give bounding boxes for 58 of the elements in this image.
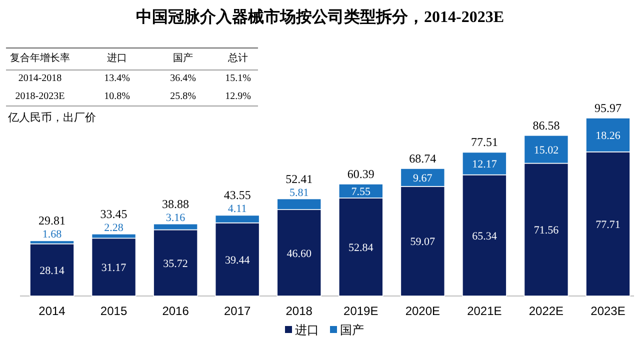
x-tick-label: 2018	[286, 304, 313, 318]
text: 复合年增长率	[10, 52, 70, 64]
text: 36.4%	[170, 73, 196, 84]
x-tick-label: 2022E	[528, 304, 564, 318]
annotation: 亿人民币，出厂价	[7, 111, 96, 124]
data-label: 3.16	[166, 212, 186, 224]
data-label: 4.11	[228, 203, 247, 216]
data-label: 1.68	[42, 228, 62, 241]
x-tick-label: 2021E	[467, 304, 502, 318]
total-label: 86.58	[532, 118, 560, 132]
x-tick-label: 2023E	[590, 304, 626, 318]
data-label: 15.02	[534, 144, 559, 156]
data-label: 5.81	[289, 186, 309, 199]
data-label: 77.71	[596, 218, 620, 231]
data-label: 65.34	[472, 230, 498, 242]
text: 2018-2023E	[15, 91, 65, 102]
data-label: 2.28	[104, 222, 124, 234]
total-label: 29.81	[38, 214, 66, 228]
text: 13.4%	[104, 73, 130, 84]
chart-title: 中国冠脉介入器械市场按公司类型拆分，2014-2023E	[136, 8, 504, 26]
x-tick-label: 2015	[100, 304, 128, 318]
data-label: 12.17	[472, 158, 498, 171]
data-label: 7.55	[351, 186, 372, 198]
data-label: 52.84	[348, 242, 374, 254]
text: 总计	[227, 52, 248, 64]
x-tick-label: 2017	[224, 304, 252, 318]
data-label: 9.67	[413, 172, 433, 184]
data-label: 46.60	[286, 248, 312, 260]
x-tick-label: 2019E	[344, 304, 378, 318]
legend-label: 国产	[340, 323, 364, 337]
data-label: 18.26	[596, 130, 621, 142]
total-label: 95.97	[594, 101, 622, 115]
text: 25.8%	[170, 91, 196, 102]
text: 15.1%	[225, 73, 251, 84]
text: 12.9%	[225, 91, 251, 102]
total-label: 60.39	[347, 166, 374, 181]
legend-label: 进口	[295, 323, 319, 337]
bar	[30, 243, 74, 296]
data-label: 31.17	[101, 262, 127, 274]
data-label: 71.56	[534, 224, 560, 237]
x-tick-label: 2014	[38, 304, 66, 318]
data-label: 35.72	[163, 258, 188, 270]
data-label: 28.14	[40, 264, 65, 277]
data-label: 59.07	[410, 236, 436, 248]
x-tick-label: 2016	[162, 304, 190, 318]
total-label: 43.55	[224, 188, 251, 202]
total-label: 38.88	[162, 196, 190, 211]
bar	[91, 238, 136, 296]
text: 10.8%	[104, 91, 130, 102]
total-label: 33.45	[100, 206, 128, 221]
x-tick-label: 2020E	[405, 304, 440, 318]
data-label: 39.44	[224, 254, 250, 266]
text: 国产	[173, 52, 193, 64]
total-label: 77.51	[470, 135, 498, 150]
total-label: 52.41	[286, 172, 313, 186]
total-label: 68.74	[409, 152, 436, 166]
text: 2014-2018	[18, 73, 62, 84]
text: 进口	[107, 52, 127, 64]
